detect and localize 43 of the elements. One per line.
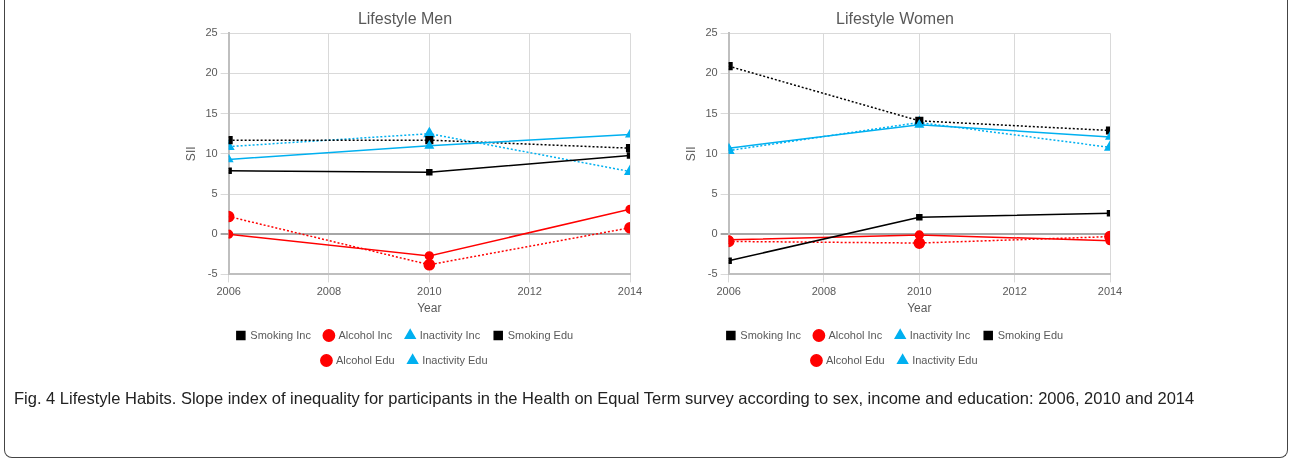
legend-label: Smoking Edu xyxy=(997,328,1064,341)
y-tick-label: 15 xyxy=(705,106,718,119)
legend-label: Smoking Edu xyxy=(507,328,574,341)
x-tick-label: 2006 xyxy=(716,285,741,298)
x-tick-label: 2014 xyxy=(1097,285,1123,298)
x-tick-label: 2014 xyxy=(617,285,643,298)
legend-label: Alcohol Edu xyxy=(335,353,395,366)
y-tick-label: 5 xyxy=(711,187,718,200)
legend-label: Alcohol Inc xyxy=(338,328,393,341)
y-tick-label: -5 xyxy=(707,267,718,280)
legend-label: Alcohol Inc xyxy=(828,328,883,341)
y-tick-label: 15 xyxy=(205,106,218,119)
legend-label: Inactivity Inc xyxy=(419,328,481,341)
legend-label: Smoking Inc xyxy=(740,328,802,341)
y-tick-label: 10 xyxy=(705,146,718,159)
legend-label: Smoking Inc xyxy=(250,328,312,341)
y-tick-label: 0 xyxy=(711,227,718,240)
y-tick-label: 20 xyxy=(705,66,718,79)
chart-title: Lifestyle Women xyxy=(836,10,954,28)
x-tick-label: 2010 xyxy=(417,285,442,298)
legend-label: Inactivity Edu xyxy=(422,353,488,366)
x-tick-label: 2012 xyxy=(517,285,542,298)
y-tick-label: 20 xyxy=(205,66,218,79)
x-tick-label: 2008 xyxy=(811,285,837,298)
x-tick-label: 2008 xyxy=(316,285,342,298)
y-axis-title: SII xyxy=(183,146,198,162)
caption: Fig. 4 Lifestyle Habits. Slope index of inequality for participants in the Health on Equal Term survey according to sex, income and education: 2006, 2010 and 2014 xyxy=(14,388,1196,409)
y-tick-label: 10 xyxy=(205,146,218,159)
x-tick-label: 2012 xyxy=(1002,285,1027,298)
x-tick-label: 2010 xyxy=(907,285,932,298)
legend-label: Alcohol Edu xyxy=(825,353,885,366)
x-axis-title: Year xyxy=(907,301,932,316)
chart-title: Lifestyle Men xyxy=(357,10,453,28)
y-tick-label: -5 xyxy=(207,267,218,280)
legend-label: Inactivity Edu xyxy=(912,353,978,366)
y-tick-label: 0 xyxy=(211,227,218,240)
y-axis-title: SII xyxy=(683,146,698,162)
legend-label: Inactivity Inc xyxy=(909,328,971,341)
y-tick-label: 5 xyxy=(211,187,218,200)
x-tick-label: 2006 xyxy=(216,285,241,298)
y-tick-label: 25 xyxy=(205,26,218,39)
x-axis-title: Year xyxy=(417,301,442,316)
y-tick-label: 25 xyxy=(705,26,718,39)
